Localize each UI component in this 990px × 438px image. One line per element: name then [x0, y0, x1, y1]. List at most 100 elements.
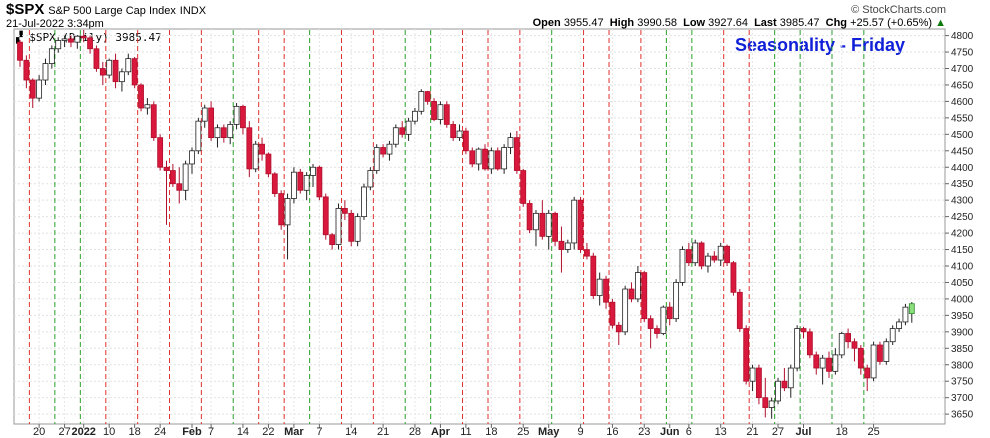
candle-body: [392, 127, 399, 145]
y-tick-label: 3800: [951, 360, 974, 371]
y-tick-label: 3900: [951, 327, 974, 338]
plot-frame: [13, 28, 946, 425]
candle-body: [271, 173, 278, 194]
candle-body: [857, 347, 864, 369]
candle-body: [259, 143, 265, 155]
chart-datetime: 21-Jul-2022 3:34pm: [6, 18, 104, 30]
candle-body: [412, 110, 418, 122]
candle-body: [341, 207, 348, 214]
candle-body: [615, 324, 622, 333]
candle-body: [23, 59, 30, 81]
x-tick-label: 18: [836, 426, 848, 438]
candle-body: [539, 212, 546, 237]
candle-body: [660, 306, 667, 334]
candle-body: [310, 166, 316, 176]
candle-body: [469, 150, 476, 165]
candle-body: [189, 150, 195, 165]
candle-body: [482, 148, 488, 170]
gridlines: [13, 28, 946, 425]
x-tick-label: 24: [154, 426, 166, 438]
candle-body: [864, 367, 871, 379]
candle-body: [609, 301, 616, 326]
y-tick-label: 3850: [951, 344, 974, 355]
y-tick-label: 4450: [951, 146, 974, 157]
candle-body: [220, 127, 227, 139]
candle-body: [902, 306, 909, 323]
y-tick-label: 4250: [951, 212, 974, 223]
candle-body: [896, 321, 902, 329]
candle-body: [195, 120, 202, 152]
x-axis: 20 27 2022 10 18 24 Feb 7 14 22 Mar 7 14 21 28 Apr 11 18 2…: [33, 424, 880, 438]
candle-body: [335, 207, 342, 246]
candle-body: [552, 212, 558, 242]
candle-body: [819, 357, 826, 369]
candle-body: [227, 124, 234, 139]
x-tick-label: 23: [638, 426, 650, 438]
candle-body: [520, 170, 527, 204]
candle-body: [240, 105, 246, 129]
y-tick-label: 4150: [951, 245, 974, 256]
candle-body: [29, 79, 36, 99]
candle-body: [889, 328, 896, 343]
x-tick-label: 25: [517, 426, 529, 438]
candle-body: [322, 196, 329, 236]
candles: [17, 29, 915, 419]
candle-body: [851, 341, 858, 349]
candle-legend-icon: ▞: [16, 31, 23, 44]
ticker-exchange: INDX: [179, 5, 207, 17]
y-tick-label: 4350: [951, 179, 974, 190]
candle-body: [564, 242, 571, 250]
x-tick-label: 18: [129, 426, 141, 438]
candle-body: [367, 170, 374, 188]
candle-body: [590, 255, 597, 297]
y-tick-label: 3650: [951, 410, 974, 421]
candle-body: [654, 328, 660, 334]
y-tick-label: 4750: [951, 48, 974, 59]
last-value: 3985.47: [779, 17, 820, 29]
candle-body: [494, 150, 501, 170]
friday-lines: [28, 30, 865, 424]
candle-body: [284, 198, 291, 226]
candle-body: [762, 397, 769, 408]
candle-body: [685, 249, 692, 264]
candle-body: [775, 380, 781, 402]
x-tick-label: 21: [746, 426, 758, 438]
candle-body: [201, 107, 208, 122]
candle-body: [386, 143, 393, 155]
x-tick-label: 22: [262, 426, 274, 438]
candle-body: [150, 104, 157, 139]
x-tick-label: Feb: [182, 426, 202, 438]
candle-body: [743, 328, 750, 382]
candle-body: [80, 35, 87, 39]
change-label: Chg: [825, 17, 848, 29]
x-tick-label: 9: [577, 426, 583, 438]
candle-body: [163, 166, 170, 171]
ticker-symbol: $SPX: [6, 1, 45, 18]
candle-body: [61, 38, 68, 41]
candle-body: [679, 249, 686, 283]
candle-body: [138, 84, 144, 109]
candle-body: [507, 137, 514, 148]
y-tick-label: 4500: [951, 130, 974, 141]
candle-body: [361, 186, 367, 218]
y-tick-label: 4000: [951, 294, 974, 305]
candle-body: [698, 242, 705, 267]
candle-body: [169, 170, 176, 185]
x-tick-label: 28: [409, 426, 421, 438]
y-tick-label: 4200: [951, 229, 974, 240]
change-value: +25.57 (+0.65%): [850, 17, 933, 29]
candle-body: [787, 367, 794, 389]
candle-body: [845, 333, 851, 343]
candle-body: [157, 137, 164, 168]
candle-body: [628, 288, 635, 300]
candle-body: [112, 59, 119, 83]
candle-body: [501, 147, 508, 170]
x-tick-label: 16: [606, 426, 618, 438]
candle-body: [182, 163, 189, 191]
candle-body: [93, 48, 100, 69]
candle-body: [443, 104, 450, 125]
candle-body: [813, 354, 820, 369]
candle-body: [74, 35, 81, 43]
candle-body: [908, 303, 915, 314]
